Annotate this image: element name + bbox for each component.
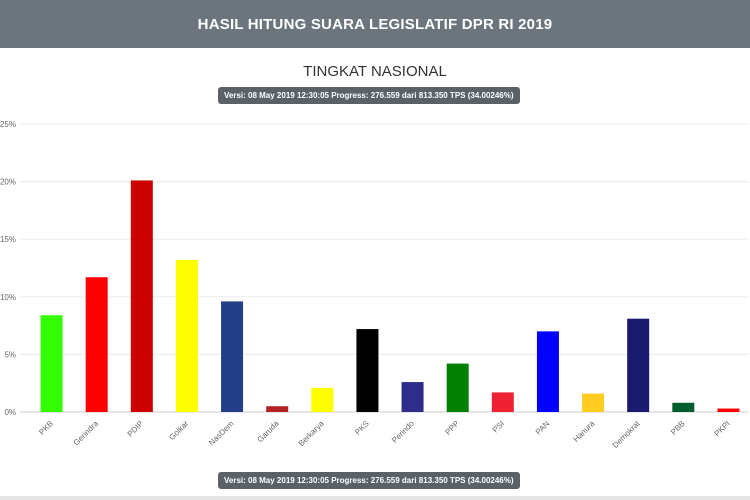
bar-garuda[interactable] [266, 406, 289, 412]
bar-perindo[interactable] [401, 382, 424, 412]
bar-pkb[interactable] [40, 315, 63, 412]
x-tick-label: PBB [669, 419, 687, 437]
x-tick-label: Golkar [167, 419, 190, 442]
x-tick-label: PKB [37, 419, 55, 437]
y-tick-label: 15% [0, 235, 16, 244]
version-badge-bottom: Versi: 08 May 2019 12:30:05 Progress: 27… [218, 472, 520, 489]
bar-gerindra[interactable] [85, 277, 108, 412]
x-tick-label: NasDem [207, 419, 236, 448]
x-tick-label: PAN [534, 419, 552, 437]
bar-demokrat[interactable] [627, 318, 650, 412]
bar-golkar[interactable] [175, 259, 198, 412]
x-tick-label: PKS [353, 419, 371, 437]
x-tick-label: PPP [443, 419, 461, 437]
bar-pbb[interactable] [672, 402, 695, 412]
x-tick-label: PSI [491, 419, 506, 434]
bar-psi[interactable] [491, 392, 514, 412]
x-tick-label: Demokrat [611, 419, 642, 450]
page-header: HASIL HITUNG SUARA LEGISLATIF DPR RI 201… [0, 0, 750, 48]
x-tick-label: Gerindra [72, 419, 101, 448]
bar-pan[interactable] [536, 331, 559, 412]
y-tick-label: 25% [0, 120, 16, 129]
y-tick-label: 5% [4, 350, 16, 359]
y-tick-label: 20% [0, 178, 16, 187]
bar-pks[interactable] [356, 329, 379, 412]
chart-title: TINGKAT NASIONAL [303, 63, 447, 80]
x-tick-label: Perindo [390, 419, 416, 445]
bar-ppp[interactable] [446, 363, 469, 412]
footer-divider [0, 496, 750, 500]
bar-hanura[interactable] [582, 393, 605, 412]
x-tick-label: Hanura [572, 419, 597, 444]
y-tick-label: 0% [4, 408, 16, 417]
x-tick-label: Garuda [255, 419, 281, 445]
bar-nasdem[interactable] [221, 301, 244, 412]
bar-chart: 0% 5% 10% 15% 20% 25% PKB Gerindra PDIP Golkar Nas… [0, 120, 748, 450]
bar-berkarya[interactable] [311, 387, 334, 412]
bar-pdip[interactable] [130, 180, 153, 412]
version-badge-top: Versi: 08 May 2019 12:30:05 Progress: 27… [218, 87, 520, 104]
page-title: HASIL HITUNG SUARA LEGISLATIF DPR RI 201… [197, 15, 553, 33]
x-tick-label: PDIP [126, 419, 146, 439]
x-tick-label: Berkarya [297, 419, 326, 448]
y-tick-label: 10% [0, 293, 16, 302]
x-tick-label: PKPI [713, 419, 732, 438]
bar-pkpi[interactable] [717, 408, 740, 412]
